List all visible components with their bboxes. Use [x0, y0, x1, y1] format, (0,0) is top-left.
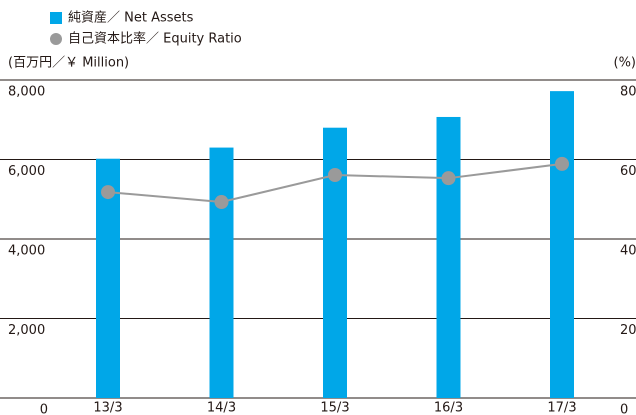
y-tick-label: 6,000	[8, 164, 45, 179]
line-marker	[328, 168, 342, 183]
y-tick-label: 8,000	[8, 85, 45, 100]
y-tick-label: 0	[40, 403, 48, 415]
line-marker	[101, 185, 115, 200]
x-tick-label: 16/3	[434, 401, 463, 415]
legend-label: 自己資本比率／ Equity Ratio	[68, 31, 242, 47]
bar	[209, 147, 234, 398]
y2-tick-label: 80	[620, 85, 636, 100]
y-axis-label: (百万円／￥ Million)	[8, 56, 129, 71]
y2-tick-label: 60	[620, 164, 636, 179]
y2-axis-label: (%)	[614, 56, 636, 71]
y-tick-label: 2,000	[8, 323, 45, 338]
y-tick-label: 4,000	[8, 244, 45, 259]
legend-label: 純資産／ Net Assets	[68, 10, 194, 26]
y2-tick-label: 0	[620, 403, 628, 415]
x-tick-label: 13/3	[93, 401, 122, 415]
bar	[550, 91, 574, 398]
bar	[436, 116, 461, 398]
y2-tick-label: 40	[620, 244, 636, 259]
x-tick-label: 17/3	[547, 401, 576, 415]
legend-swatch	[50, 12, 62, 24]
line-marker	[555, 156, 569, 171]
x-tick-label: 14/3	[207, 401, 236, 415]
y2-tick-label: 20	[620, 323, 636, 338]
line-marker	[441, 171, 456, 186]
legend-swatch	[50, 33, 62, 45]
line-marker	[214, 195, 229, 210]
x-tick-label: 15/3	[320, 401, 349, 415]
